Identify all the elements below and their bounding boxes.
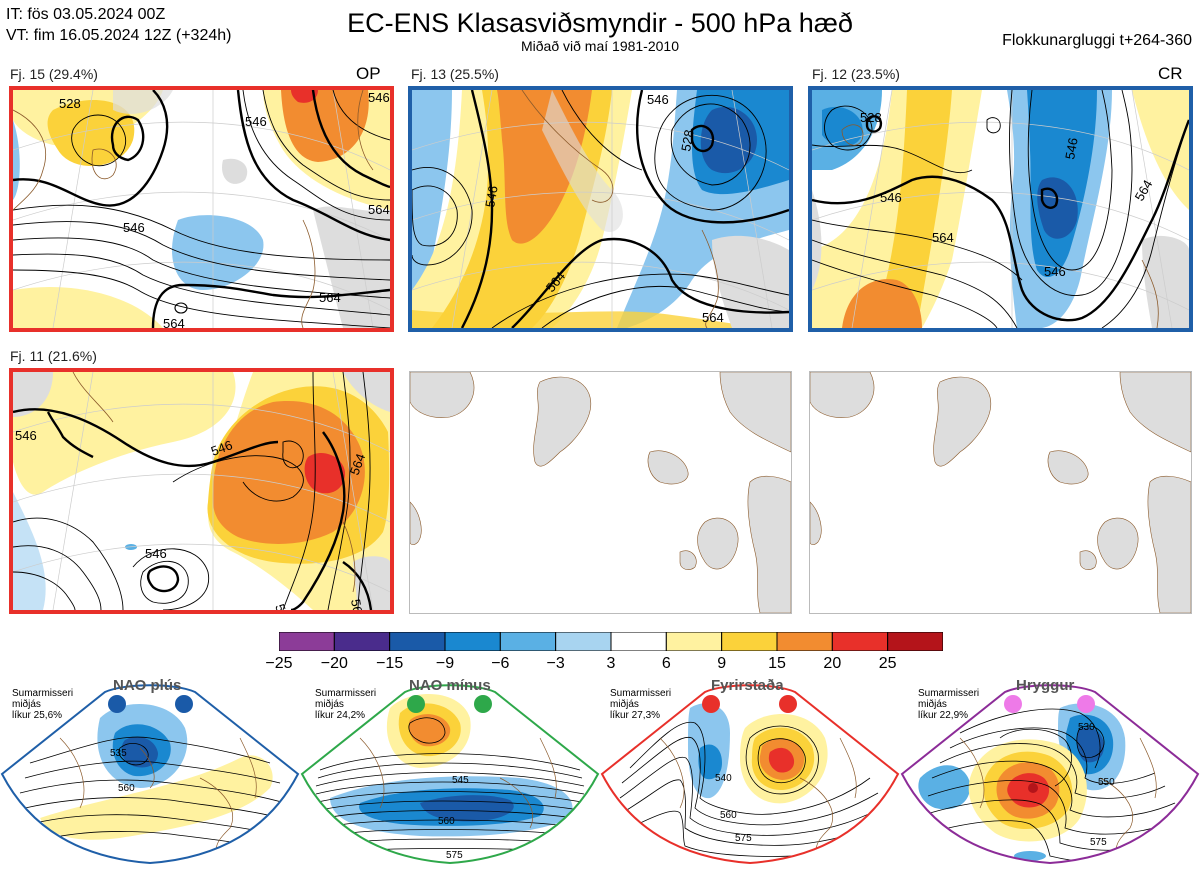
contour-label: 564 bbox=[163, 316, 185, 328]
colorbar-swatch bbox=[444, 631, 501, 652]
contour-label: 546 bbox=[647, 92, 669, 107]
contour-label: 575 bbox=[446, 850, 463, 861]
regime-blocking: 540 560 575 Fyrirstaða Sumarmisseri miðj… bbox=[600, 677, 900, 871]
cluster-map-2: 546 546 528 564 564 bbox=[408, 86, 793, 332]
cluster-3-label: Fj. 12 (23.5%) bbox=[812, 66, 900, 82]
contour-label: 564 bbox=[319, 290, 341, 305]
contour-label: 535 bbox=[110, 748, 127, 759]
cluster-1-tag: OP bbox=[356, 64, 381, 83]
colorbar-swatch bbox=[665, 631, 723, 652]
contour-label: 546 bbox=[1062, 137, 1081, 161]
colorbar-tick-label: −25 bbox=[265, 655, 293, 672]
contour-label: 546 bbox=[209, 437, 235, 459]
regime-info: Sumarmisseri miðjás líkur 24,2% bbox=[315, 688, 377, 721]
regime-nao-minus: 545 560 575 NAO mínus Sumarmisseri miðjá… bbox=[300, 677, 600, 871]
regime-ridge: 530 550 575 Hryggur Sumarmisseri miðjás … bbox=[900, 677, 1200, 871]
contour-label: 546 bbox=[123, 220, 145, 235]
regime-info: Sumarmisseri miðjás líkur 25,6% bbox=[12, 688, 74, 721]
contour-label: 530 bbox=[1078, 722, 1095, 733]
cluster-map-4: 546 546 546 564 564 564 bbox=[9, 368, 394, 614]
colorbar-tick-label: 9 bbox=[717, 655, 727, 672]
regime-title: Hryggur bbox=[1016, 677, 1075, 694]
empty-map-6 bbox=[809, 371, 1192, 614]
colorbar-tick-label: 20 bbox=[823, 655, 842, 672]
contour-label: 546 bbox=[1044, 264, 1066, 279]
colorbar-swatch bbox=[721, 631, 778, 652]
cluster-map-3: 528 546 546 564 546 564 bbox=[808, 86, 1193, 332]
colorbar-swatch bbox=[555, 631, 612, 652]
regime-info: Sumarmisseri miðjás líkur 27,3% bbox=[610, 688, 672, 721]
colorbar-tick-label: −6 bbox=[491, 655, 510, 672]
regime-title: Fyrirstaða bbox=[711, 677, 784, 694]
colorbar-swatch bbox=[887, 631, 944, 652]
colorbar-swatch bbox=[278, 631, 335, 652]
colorbar-swatch bbox=[389, 631, 446, 652]
regime-info: Sumarmisseri miðjás líkur 22,9% bbox=[918, 688, 980, 721]
valid-time: VT: fim 16.05.2024 12Z (+324h) bbox=[6, 27, 232, 44]
colorbar-swatch bbox=[831, 631, 889, 652]
contour-label: 564 bbox=[347, 452, 369, 478]
contour-label: 546 bbox=[482, 185, 501, 209]
colorbar-tick-label: −9 bbox=[435, 655, 455, 672]
colorbar-swatch bbox=[610, 631, 667, 652]
contour-label: 546 bbox=[145, 546, 167, 561]
contour-label: 575 bbox=[1090, 837, 1107, 848]
regime-nao-plus: 535 560 NAO plús Sumarmisseri miðjás lík… bbox=[0, 677, 300, 871]
cluster-4-label: Fj. 11 (21.6%) bbox=[10, 348, 97, 364]
cluster-map-1: 528 546 546 564 564 546 564 bbox=[9, 86, 394, 332]
contour-label: 575 bbox=[735, 833, 752, 844]
colorbar-swatch bbox=[333, 631, 391, 652]
colorbar bbox=[278, 631, 944, 652]
contour-label: 528 bbox=[678, 129, 697, 153]
init-time: IT: fös 03.05.2024 00Z bbox=[6, 6, 166, 23]
regime-title: NAO mínus bbox=[409, 677, 491, 694]
colorbar-swatch bbox=[776, 631, 833, 652]
contour-label: 560 bbox=[720, 810, 737, 821]
colorbar-tick-label: −15 bbox=[376, 655, 404, 672]
contour-label: 546 bbox=[880, 190, 902, 205]
page-title: EC-ENS Klasasviðsmyndir - 500 hPa hæð bbox=[347, 8, 853, 38]
contour-label: 546 bbox=[245, 114, 267, 129]
contour-label: 564 bbox=[702, 310, 724, 325]
cluster-2-label: Fj. 13 (25.5%) bbox=[411, 66, 499, 82]
contour-label: 560 bbox=[438, 816, 455, 827]
empty-map-5 bbox=[409, 371, 792, 614]
contour-label: 545 bbox=[452, 775, 469, 786]
contour-label: 528 bbox=[59, 96, 81, 111]
page-subtitle: Miðað við maí 1981-2010 bbox=[521, 38, 679, 54]
contour-label: 564 bbox=[368, 202, 390, 217]
regime-title: NAO plús bbox=[113, 677, 182, 694]
contour-label: 528 bbox=[860, 110, 882, 125]
colorbar-tick-label: 25 bbox=[878, 655, 897, 672]
colorbar-tick-label: 3 bbox=[606, 655, 616, 672]
contour-label: 564 bbox=[932, 230, 954, 245]
colorbar-ticks: −25 −20 −15 −9 −6 −3 3 6 9 15 20 25 bbox=[265, 655, 943, 675]
contour-label: 564 bbox=[348, 598, 367, 610]
classification-window: Flokkunargluggi t+264-360 bbox=[1002, 32, 1192, 49]
cluster-3-tag: CR bbox=[1158, 64, 1183, 83]
cluster-1-label: Fj. 15 (29.4%) bbox=[10, 66, 98, 82]
contour-label: 564 bbox=[272, 602, 294, 610]
colorbar-tick-label: 15 bbox=[768, 655, 786, 672]
contour-label: 546 bbox=[368, 90, 390, 105]
colorbar-tick-label: −20 bbox=[320, 655, 348, 672]
colorbar-tick-label: −3 bbox=[546, 655, 565, 672]
run-times: IT: fös 03.05.2024 00Z VT: fim 16.05.202… bbox=[6, 4, 231, 46]
contour-label: 546 bbox=[15, 428, 37, 443]
contour-label: 550 bbox=[1098, 777, 1115, 788]
contour-label: 560 bbox=[118, 783, 135, 794]
colorbar-tick-label: 6 bbox=[661, 655, 671, 672]
colorbar-swatch bbox=[499, 631, 557, 652]
contour-label: 540 bbox=[715, 773, 732, 784]
